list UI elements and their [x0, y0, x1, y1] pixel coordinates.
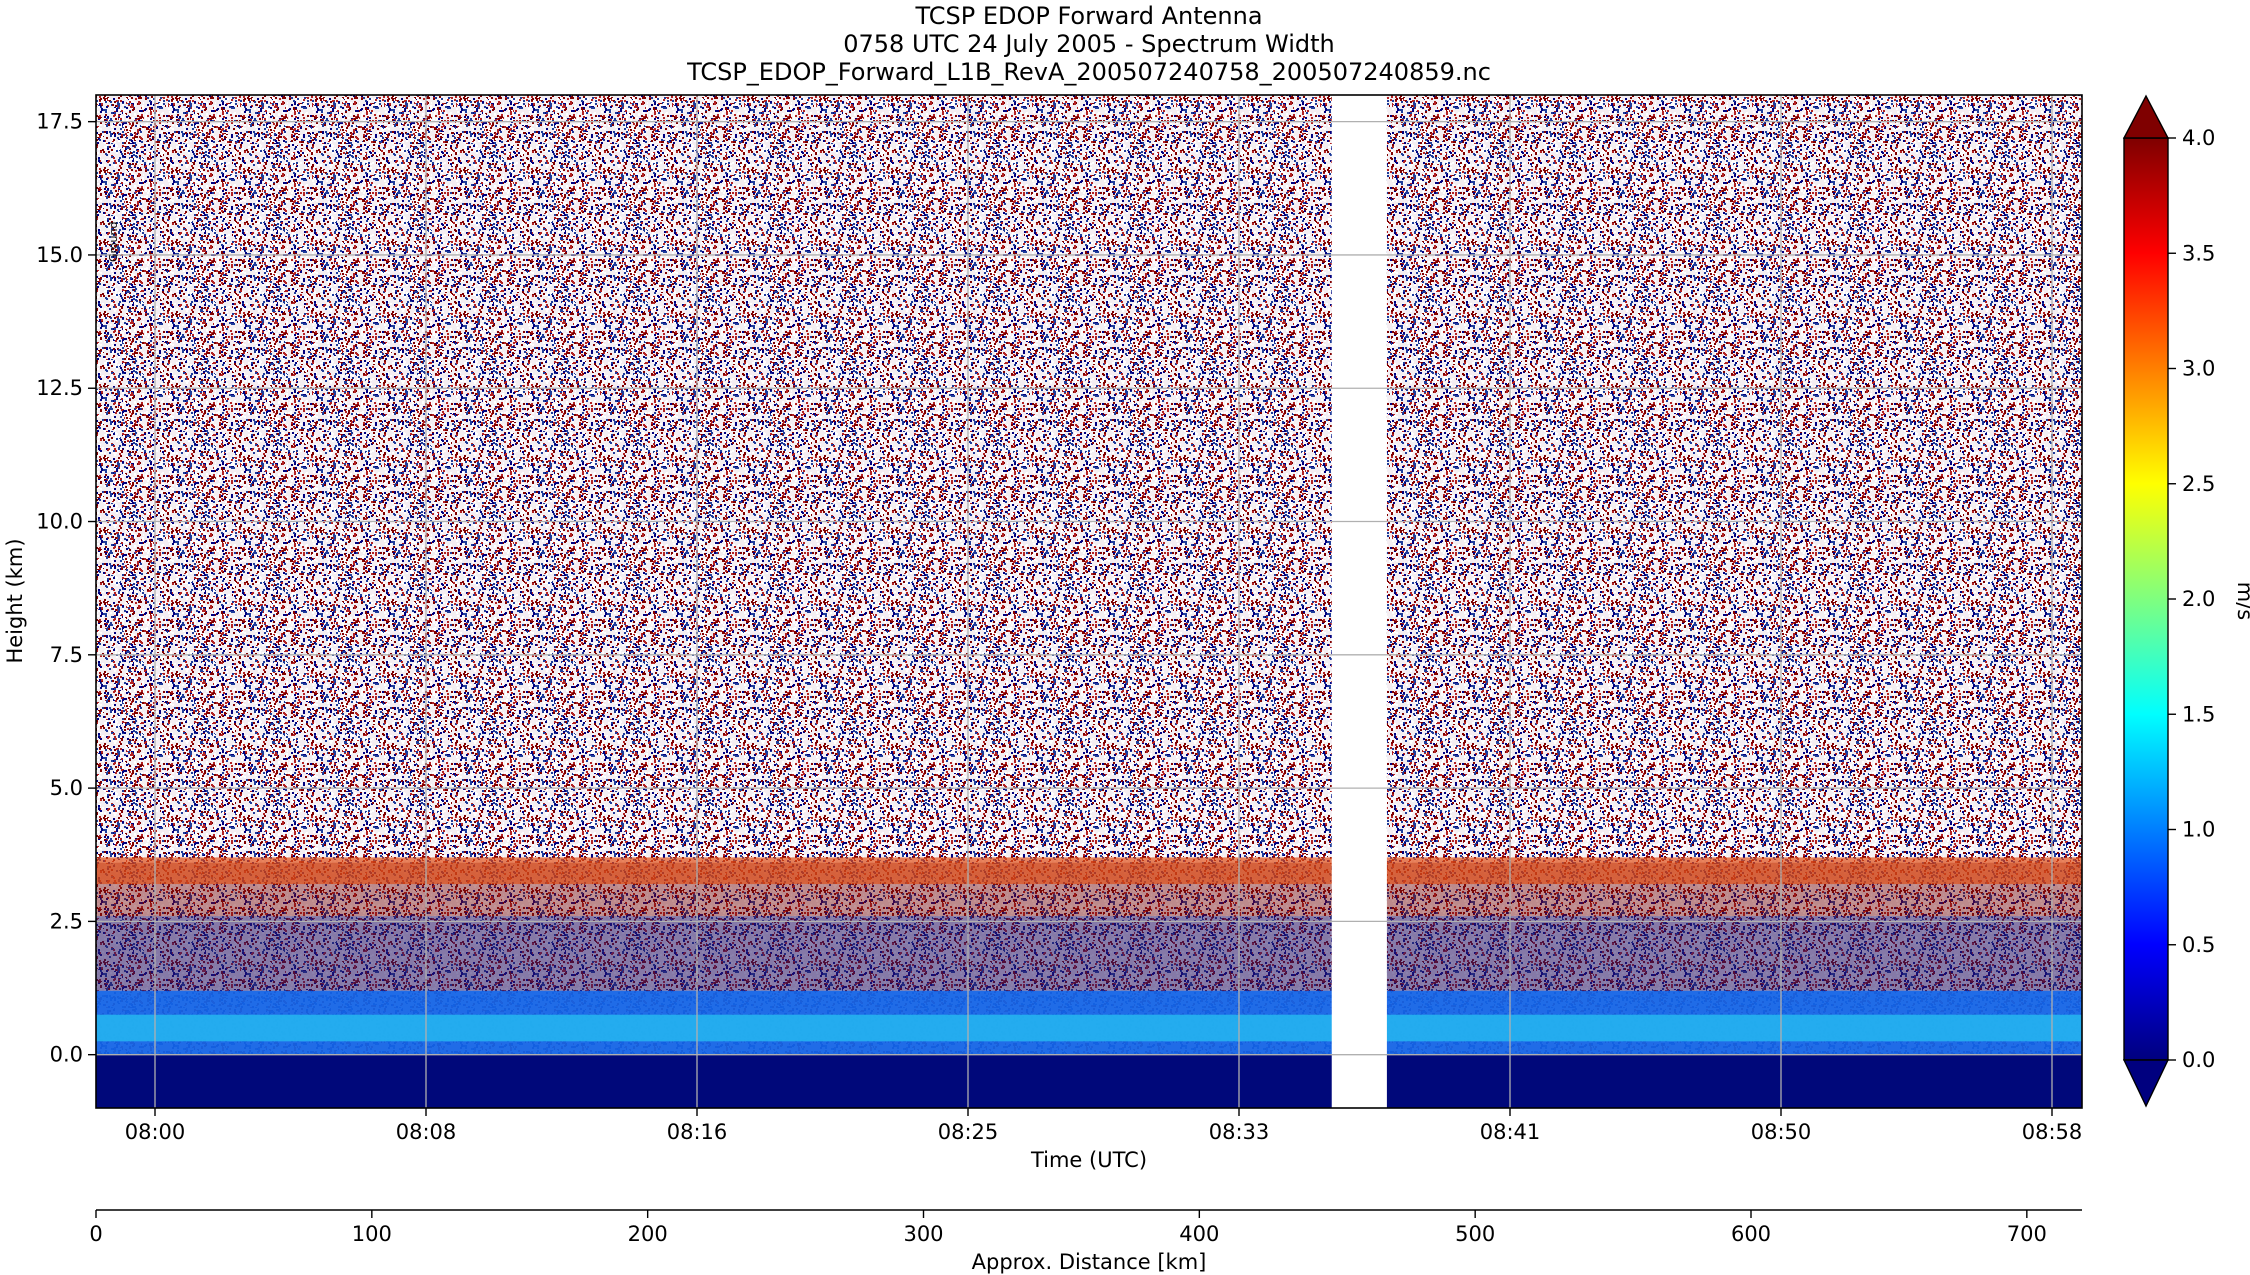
- x-tick-label: 08:58: [2022, 1120, 2083, 1144]
- colorbar-tick-label: 0.0: [2182, 1048, 2215, 1072]
- colorbar-extend-max: [2122, 94, 2170, 139]
- y-tick-label: 12.5: [36, 376, 83, 400]
- colorbar-tick-label: 3.5: [2182, 241, 2215, 265]
- plot-area: [96, 95, 2082, 1108]
- echo-band-subsurface: [96, 1054, 2082, 1108]
- x-tick-label: 08:33: [1209, 1120, 1270, 1144]
- x-tick-label: 08:08: [396, 1120, 457, 1144]
- colorbar: 0.0 0.5 1.0 1.5 2.0 2.5 3.0 3.5 4.0: [2122, 94, 2215, 1108]
- y-tick-label: 2.5: [50, 909, 83, 933]
- chart-title-line-2: 0758 UTC 24 July 2005 - Spectrum Width: [843, 30, 1335, 58]
- colorbar-extend-min: [2122, 1059, 2170, 1108]
- echo-band-core: [96, 1014, 2082, 1042]
- y-tick-label: 0.0: [50, 1043, 83, 1067]
- x2-tick-label: 300: [903, 1222, 943, 1246]
- colorbar-body: [2123, 137, 2169, 1061]
- colorbar-tick-label: 0.5: [2182, 933, 2215, 957]
- y-tick-label: 7.5: [50, 643, 83, 667]
- x-axis-distance: 0 100 200 300 400 500 600 700: [89, 1210, 2047, 1246]
- x-tick-label: 08:00: [125, 1120, 186, 1144]
- colorbar-tick-label: 2.5: [2182, 472, 2215, 496]
- x2-tick-label: 500: [1455, 1222, 1495, 1246]
- x-axis-label: Time (UTC): [1030, 1148, 1147, 1172]
- x2-axis-label: Approx. Distance [km]: [972, 1250, 1207, 1274]
- grid-lines: [96, 95, 2082, 1108]
- chart-title-line-3: TCSP_EDOP_Forward_L1B_RevA_200507240758_…: [687, 58, 1491, 86]
- chart-title-line-1: TCSP EDOP Forward Antenna: [915, 2, 1263, 30]
- x-tick-label: 08:25: [938, 1120, 999, 1144]
- y-axis-label: Height (km): [3, 538, 27, 663]
- plot-frame: [95, 94, 2083, 1109]
- y-tick-label: 17.5: [36, 110, 83, 134]
- x-tick-label: 08:41: [1480, 1120, 1541, 1144]
- x2-tick-label: 200: [628, 1222, 668, 1246]
- echo-layers: [96, 857, 2082, 1108]
- data-gap: [1331, 95, 1387, 1108]
- x-axis-time: 08:00 08:08 08:16 08:25 08:33 08:41 08:50 08:58: [125, 1108, 2083, 1144]
- echo-band-mid: [96, 916, 2082, 991]
- y-axis: 0.0 2.5 5.0 7.5 10.0 12.5 15.0 17.5: [36, 110, 96, 1067]
- colorbar-ticks: 0.0 0.5 1.0 1.5 2.0 2.5 3.0 3.5 4.0: [2168, 126, 2215, 1072]
- x-tick-label: 08:16: [667, 1120, 728, 1144]
- colorbar-tick-label: 1.0: [2182, 818, 2215, 842]
- colorbar-tick-label: 4.0: [2182, 126, 2215, 150]
- x2-tick-label: 0: [89, 1222, 102, 1246]
- y-tick-label: 5.0: [50, 776, 83, 800]
- x2-tick-label: 100: [352, 1222, 392, 1246]
- small-annotation: Ground: [107, 222, 120, 262]
- colorbar-label: m/s: [2233, 582, 2250, 620]
- colorbar-tick-label: 2.0: [2182, 587, 2215, 611]
- x2-tick-label: 600: [1731, 1222, 1771, 1246]
- colorbar-tick-label: 1.5: [2182, 702, 2215, 726]
- y-tick-label: 10.0: [36, 510, 83, 534]
- x-tick-label: 08:50: [1751, 1120, 1812, 1144]
- y-tick-label: 15.0: [36, 243, 83, 267]
- x2-tick-label: 700: [2007, 1222, 2047, 1246]
- colorbar-tick-label: 3.0: [2182, 357, 2215, 381]
- x2-tick-label: 400: [1179, 1222, 1219, 1246]
- echo-top-edge: [96, 857, 2082, 885]
